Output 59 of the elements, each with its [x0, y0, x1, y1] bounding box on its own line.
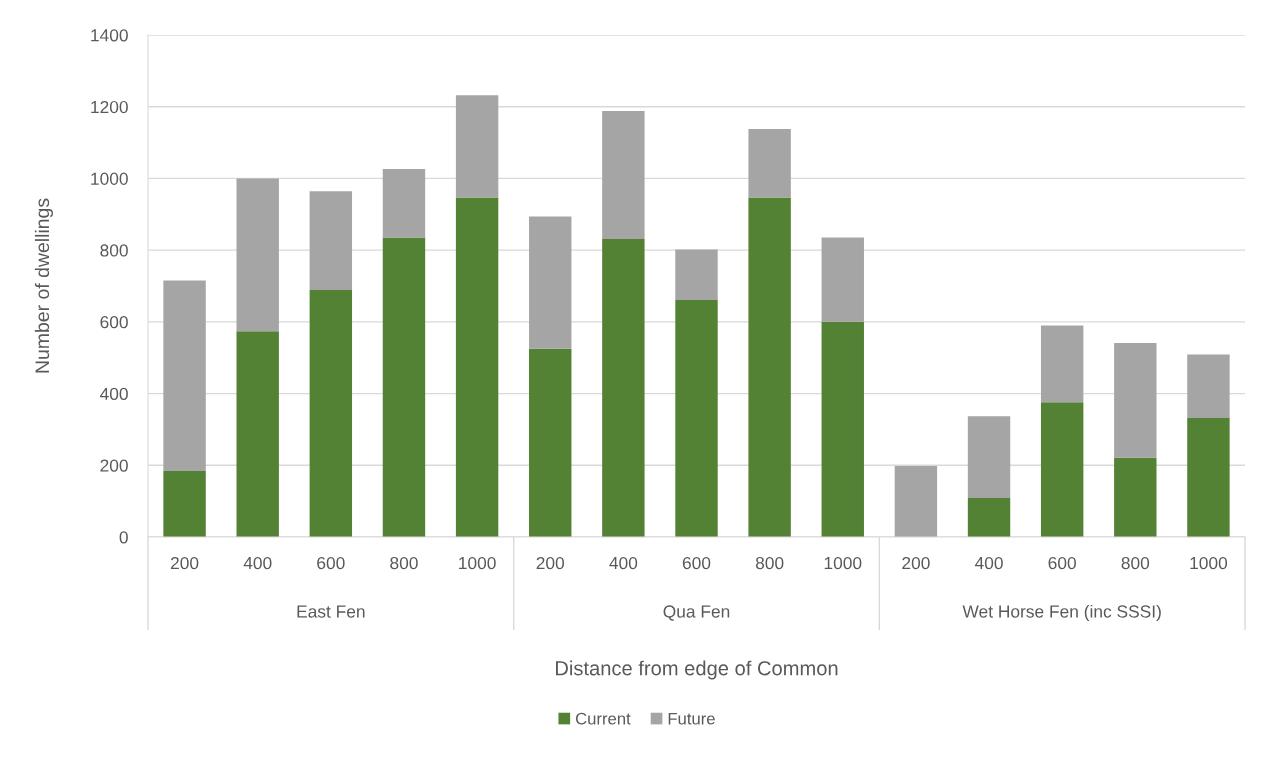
bar	[1187, 354, 1230, 418]
x-tick-label: 1000	[459, 556, 496, 570]
bar	[1114, 343, 1157, 458]
bar	[602, 111, 645, 240]
y-axis-title: Number of dwellings	[34, 198, 53, 373]
bar	[1040, 402, 1084, 537]
bar	[748, 197, 791, 537]
bar	[1114, 457, 1157, 537]
bar	[675, 249, 718, 300]
bar	[821, 321, 864, 537]
text: East Fen	[297, 605, 365, 618]
bar	[309, 289, 353, 537]
bar	[455, 197, 499, 537]
y-tick-label: 400	[99, 387, 128, 401]
x-tick-label: 400	[609, 556, 638, 570]
x-tick-label: 600	[1048, 556, 1076, 570]
bar	[602, 239, 645, 537]
bar	[967, 497, 1011, 537]
bar	[236, 331, 279, 537]
bar	[821, 237, 864, 322]
text: Wet Horse Fen (inc SSSI)	[962, 604, 1161, 622]
x-tick-label: 200	[902, 556, 930, 570]
x-tick-label: 400	[974, 556, 1003, 570]
x-tick-label: 800	[390, 556, 418, 570]
bar	[1040, 325, 1084, 403]
x-tick-label: 1000	[1190, 556, 1228, 570]
x-tick-label: 600	[317, 556, 345, 570]
bar	[382, 237, 426, 537]
bar	[675, 299, 718, 537]
bar	[163, 471, 206, 537]
bar	[1187, 417, 1230, 537]
x-tick-label: 800	[755, 556, 784, 570]
y-tick-label: 1000	[91, 172, 128, 185]
bar	[894, 466, 938, 537]
x-tick-label: 200	[170, 556, 199, 570]
y-tick-label: 0	[119, 531, 128, 544]
bar	[236, 178, 279, 332]
x-tick-label: 400	[243, 556, 272, 570]
bar	[748, 128, 791, 198]
y-tick-label: 200	[100, 459, 128, 472]
bar	[455, 95, 499, 198]
text: Qua Fen	[663, 605, 730, 621]
y-tick-label: 1200	[91, 100, 128, 114]
x-tick-label: 600	[682, 556, 711, 570]
bar	[529, 348, 572, 537]
legend-label: Current	[575, 712, 631, 725]
y-tick-label: 1400	[91, 29, 128, 42]
y-tick-label: 800	[100, 244, 128, 257]
bar	[382, 169, 426, 238]
bar	[529, 216, 572, 349]
x-tick-label: 1000	[824, 556, 862, 570]
bar	[309, 191, 353, 290]
x-axis-title: Distance from edge of Common	[556, 660, 838, 680]
x-tick-label: 200	[536, 556, 565, 570]
bar	[163, 280, 206, 472]
legend-label: Future	[668, 712, 715, 725]
y-tick-label: 600	[100, 316, 128, 329]
x-tick-label: 800	[1121, 556, 1150, 570]
bar	[967, 416, 1011, 498]
